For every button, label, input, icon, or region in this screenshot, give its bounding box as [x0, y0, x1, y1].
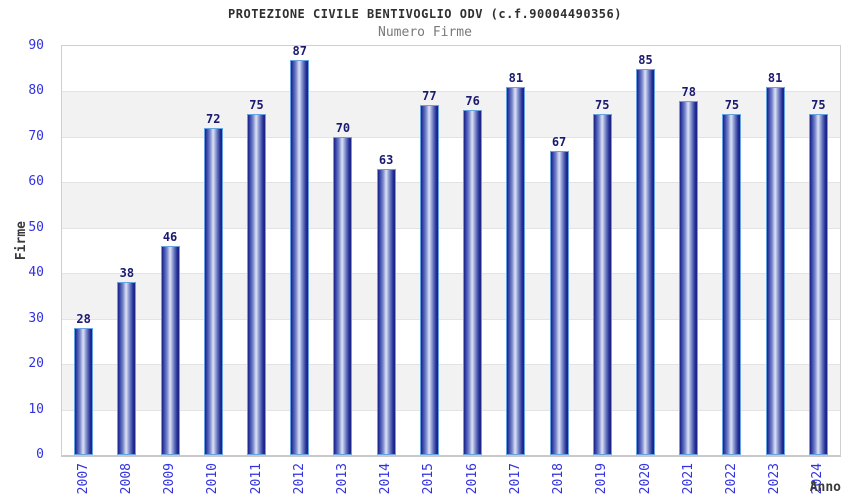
bar-2018 — [549, 150, 569, 455]
bar-2017 — [506, 86, 526, 455]
chart-title: PROTEZIONE CIVILE BENTIVOGLIO ODV (c.f.9… — [228, 7, 622, 21]
bar-2014 — [376, 168, 396, 455]
x-tick-label: 2011 — [248, 463, 264, 495]
gridline — [62, 91, 840, 93]
x-tick-label: 2014 — [378, 463, 394, 495]
bar-value-label: 28 — [76, 311, 91, 326]
bar-value-label: 81 — [508, 70, 524, 85]
x-tick-label: 2021 — [680, 463, 696, 495]
gridline — [62, 136, 840, 138]
grid-band — [62, 273, 840, 319]
x-tick-label: 2020 — [637, 463, 653, 495]
bar-2016 — [463, 109, 483, 455]
gridline — [62, 409, 840, 411]
x-tick-label: 2016 — [464, 463, 480, 495]
bar-value-label: 78 — [681, 84, 696, 99]
y-tick-label: 40 — [28, 265, 44, 281]
x-tick-label: 2009 — [162, 463, 178, 495]
bar-value-label: 75 — [249, 98, 264, 113]
bar-2023 — [765, 86, 785, 455]
x-tick-label: 2007 — [75, 463, 91, 495]
x-tick-label: 2010 — [205, 463, 221, 495]
bar-2007 — [74, 327, 94, 455]
x-tick-label: 2008 — [118, 463, 134, 495]
bar-value-label: 75 — [811, 98, 826, 113]
x-tick-label: 2019 — [594, 463, 610, 495]
bar-2019 — [592, 114, 612, 455]
y-tick-label: 60 — [28, 174, 44, 190]
x-tick-label: 2015 — [421, 463, 437, 495]
bar-value-label: 70 — [335, 120, 351, 135]
bar-value-label: 76 — [465, 93, 480, 108]
bar-2020 — [636, 68, 655, 455]
y-tick-label: 90 — [28, 38, 44, 53]
y-tick-label: 70 — [28, 128, 44, 144]
gridline — [62, 364, 840, 366]
bar-2010 — [203, 127, 223, 455]
gridline — [62, 318, 840, 320]
bar-2009 — [160, 245, 180, 455]
bar-2024 — [808, 114, 828, 455]
x-axis-label: Anno — [809, 480, 841, 495]
bar-value-label: 87 — [292, 43, 307, 58]
plot-area: 28 38 46 72 75 87 70 63 77 76 81 67 75 85 78 75 81 75 — [61, 43, 841, 457]
bar-value-label: 38 — [119, 266, 135, 281]
y-tick-label: 80 — [28, 83, 44, 99]
bar-value-label: 81 — [767, 70, 783, 85]
x-tick-label: 2013 — [334, 463, 350, 495]
bar-value-label: 85 — [638, 52, 653, 67]
bar-2022 — [722, 114, 742, 455]
bar-value-label: 77 — [422, 89, 437, 104]
y-tick-label: 50 — [28, 219, 44, 235]
gridline — [62, 227, 840, 229]
y-tick-label: 10 — [28, 401, 44, 417]
bar-2011 — [247, 114, 266, 455]
grid-band — [62, 182, 840, 228]
y-tick-label: 30 — [28, 310, 44, 326]
x-tick-label: 2022 — [723, 463, 739, 495]
bar-2021 — [679, 100, 699, 455]
bar-value-label: 67 — [551, 134, 567, 149]
y-tick-label: 20 — [28, 356, 44, 372]
y-tick-label: 0 — [36, 447, 44, 462]
x-tick-label: 2012 — [291, 463, 307, 495]
bar-2013 — [333, 136, 353, 455]
bar-value-label: 46 — [162, 229, 178, 244]
bar-value-label: 63 — [378, 152, 394, 167]
x-tick-label: 2023 — [767, 463, 783, 495]
gridline — [62, 273, 840, 275]
bar-value-label: 75 — [595, 98, 610, 113]
bar-2012 — [290, 59, 310, 455]
x-tick-label: 2018 — [551, 463, 567, 495]
bar-value-label: 75 — [724, 98, 740, 113]
grid-band — [62, 91, 840, 137]
bar-2015 — [419, 105, 439, 455]
chart-subtitle: Numero Firme — [378, 25, 472, 40]
grid-band — [62, 364, 840, 410]
gridline — [62, 182, 840, 184]
bar-2008 — [117, 282, 137, 455]
bar-value-label: 72 — [206, 111, 221, 126]
x-tick-label: 2017 — [507, 463, 523, 495]
